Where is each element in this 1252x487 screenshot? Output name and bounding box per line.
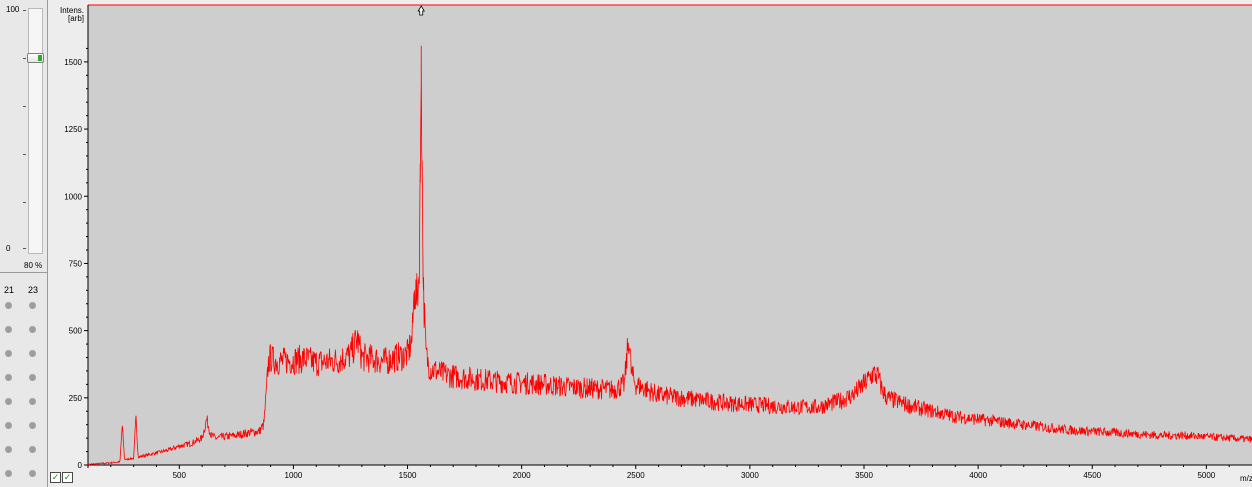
y-tick-label: 0 [78,461,83,470]
x-tick-label: 3500 [855,471,873,480]
slider-tick [23,202,26,203]
y-tick-label: 1250 [64,125,82,134]
x-tick-label: 1500 [399,471,417,480]
x-tick-label: 1000 [285,471,303,480]
y-axis-unit: [arb] [68,14,84,23]
peak-arrow-shape [417,5,425,16]
well-dot[interactable] [29,326,36,333]
spectrum-plot: Intens. [arb] m/z 0 250 500 750 1000 1250 1500… [48,0,1252,487]
well-dot[interactable] [29,470,36,477]
y-tick-label: 1500 [64,58,82,67]
x-tick-label: 4000 [969,471,987,480]
well-dot[interactable] [29,446,36,453]
well-dot[interactable] [29,374,36,381]
spectrum-trace [87,45,1252,466]
well-dot[interactable] [5,326,12,333]
well-dot[interactable] [5,302,12,309]
slider-tick [23,154,26,155]
intensity-slider-track[interactable] [28,8,43,254]
x-tick-label: 500 [173,471,187,480]
intensity-slider-thumb[interactable] [27,52,44,63]
well-dot[interactable] [5,470,12,477]
spectrum-chart-svg: Intens. [arb] m/z 0 250 500 750 1000 1250 1500… [60,4,1252,483]
well-column-label: 21 [4,285,15,295]
well-dot[interactable] [29,422,36,429]
slider-tick [23,248,26,249]
x-tick-label: 2500 [627,471,645,480]
y-tick-label: 750 [69,259,83,268]
well-dot[interactable] [29,350,36,357]
peak-marker-icon[interactable] [417,5,425,16]
slider-max-label: 100 [6,5,20,14]
y-axis-label: Intens. [60,6,84,15]
intensity-slider-panel: 100 0 80 % [0,0,47,273]
x-tick-label: 4500 [1083,471,1101,480]
x-tick-label: 5000 [1197,471,1215,480]
y-tick-label: 1000 [64,192,82,201]
slider-tick [23,10,26,11]
well-dot[interactable] [5,350,12,357]
sample-well-grid: 21 23 [0,283,47,487]
well-dot[interactable] [29,302,36,309]
well-dot[interactable] [5,374,12,381]
x-tick-label: 2000 [513,471,531,480]
slider-tick [23,58,26,59]
x-ticks: 500 1000 1500 2000 2500 3000 3500 4000 4500 5000 [110,465,1230,480]
slider-min-label: 0 [6,244,11,253]
y-tick-label: 250 [69,394,83,403]
left-panel: 100 0 80 % 21 23 ✓ [0,0,61,487]
slider-value-label: 80 % [24,261,43,270]
well-dot[interactable] [5,398,12,405]
slider-tick [23,106,26,107]
checkbox-1-overlay[interactable]: ✓ [50,472,61,483]
checkbox-2[interactable]: ✓ [62,472,73,483]
well-dot[interactable] [5,446,12,453]
well-column-label: 23 [28,285,39,295]
well-dot[interactable] [5,422,12,429]
x-tick-label: 3000 [741,471,759,480]
x-axis-label: m/z [1240,474,1252,483]
well-dot[interactable] [29,398,36,405]
y-ticks: 0 250 500 750 1000 1250 1500 [64,47,88,470]
y-tick-label: 500 [69,327,83,336]
